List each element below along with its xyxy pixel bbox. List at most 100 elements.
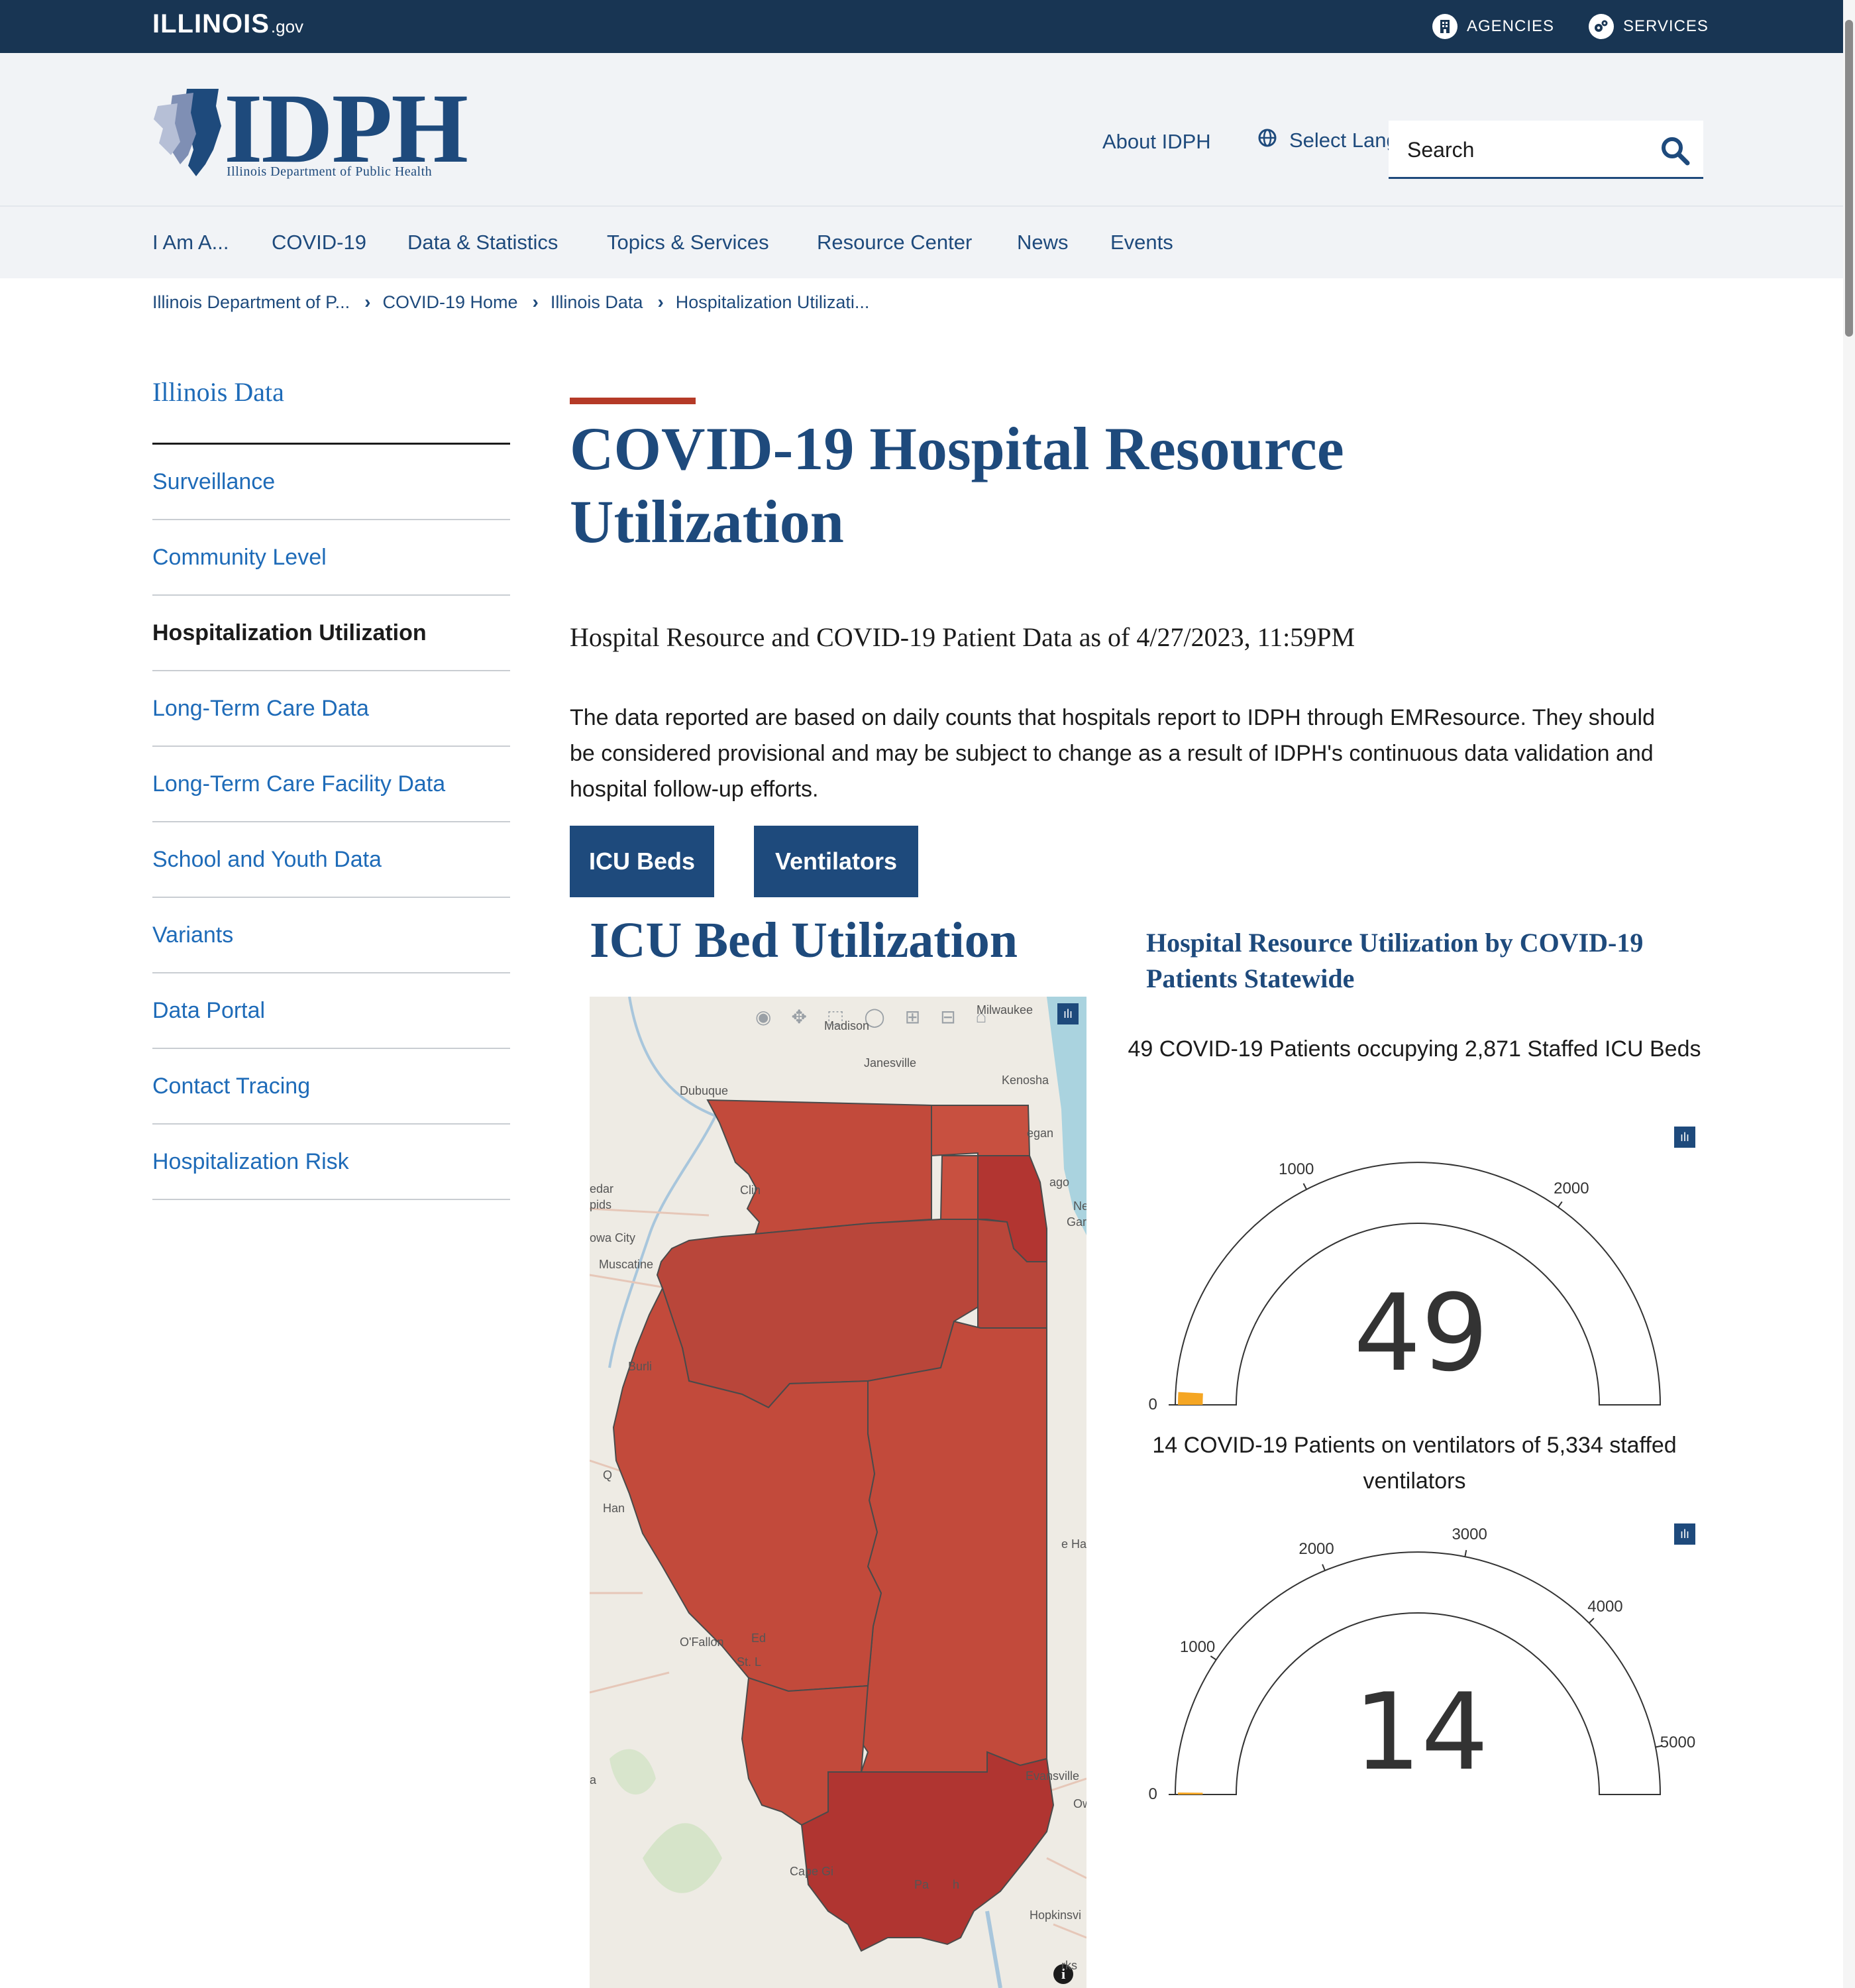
breadcrumb: Illinois Department of P... › COVID-19 H… (152, 289, 869, 315)
place-label: pids (590, 1198, 612, 1211)
place-label: Pa (914, 1878, 929, 1891)
place-label: Madison (824, 1019, 870, 1032)
gauge-tick-label: 5000 (1660, 1733, 1696, 1751)
gauge-tick-label: 0 (1148, 1396, 1157, 1413)
sidebar-item-hospitalization-utilization[interactable]: Hospitalization Utilization (152, 596, 510, 671)
scrollbar-thumb[interactable] (1845, 20, 1853, 337)
idph-logo[interactable]: IDPH Illinois Department of Public Healt… (152, 79, 484, 179)
search-icon[interactable] (1660, 135, 1690, 166)
page-scrollbar[interactable] (1843, 0, 1855, 1988)
place-label: Han (603, 1502, 625, 1515)
data-as-of-subtitle: Hospital Resource and COVID-19 Patient D… (570, 622, 1355, 652)
reset-icon[interactable]: ⌂ (975, 1006, 987, 1026)
nav-i-am-a[interactable]: I Am A... (152, 231, 229, 254)
icu-region-map[interactable]: ◉ ✥ ⬚ ◯ ⊞ ⊟ ⌂ ılı i Madison Milwaukee Ja… (590, 997, 1086, 1988)
gauge-tick (1302, 1183, 1307, 1190)
gauge-tick-label: 2000 (1298, 1540, 1334, 1559)
gauge-tick (1589, 1618, 1595, 1624)
chevron-right-icon: › (364, 292, 371, 312)
site-header: IDPH Illinois Department of Public Healt… (0, 53, 1855, 205)
gauge-tick-label: 1000 (1179, 1637, 1216, 1656)
sidebar-title[interactable]: Illinois Data (152, 377, 284, 407)
pan-icon[interactable]: ✥ (791, 1006, 807, 1027)
place-label: St. L (737, 1655, 762, 1669)
agencies-label: AGENCIES (1467, 17, 1555, 35)
nav-topics-services[interactable]: Topics & Services (607, 231, 769, 254)
gears-icon (1589, 14, 1614, 39)
services-link[interactable]: SERVICES (1589, 13, 1709, 40)
nav-covid-19[interactable]: COVID-19 (272, 231, 366, 254)
search-input[interactable] (1407, 133, 1646, 167)
nav-events[interactable]: Events (1110, 231, 1173, 254)
title-accent-bar (570, 398, 696, 404)
breadcrumb-idph[interactable]: Illinois Department of P... (152, 292, 350, 312)
zoom-in-icon[interactable]: ⊞ (904, 1006, 921, 1027)
sidebar-item-surveillance[interactable]: Surveillance (152, 445, 510, 520)
nav-data-statistics[interactable]: Data & Statistics (407, 231, 558, 254)
sidebar-item-variants[interactable]: Variants (152, 898, 510, 973)
ventilators-button[interactable]: Ventilators (754, 826, 918, 897)
gauges-heading: Hospital Resource Utilization by COVID-1… (1146, 928, 1644, 993)
plotly-logo-icon[interactable]: ılı (1057, 1003, 1079, 1024)
icu-beds-button[interactable]: ICU Beds (570, 826, 714, 897)
illinois-gov-logo[interactable]: ILLINOIS.gov (152, 9, 303, 39)
place-label: Evansville (1026, 1769, 1080, 1783)
place-label: Milwaukee (977, 1003, 1034, 1017)
place-label: e Ha (1061, 1537, 1086, 1551)
lasso-icon[interactable]: ◯ (864, 1006, 885, 1027)
select-icon[interactable]: ⬚ (826, 1006, 845, 1027)
idph-logo-text: IDPH (224, 74, 468, 184)
info-icon[interactable]: i (1053, 1964, 1073, 1984)
gauge-tick-label: 4000 (1587, 1598, 1623, 1616)
place-label: Cape Gi (790, 1865, 834, 1878)
gauge-tick (1464, 1550, 1467, 1557)
sidebar-item-contact-tracing[interactable]: Contact Tracing (152, 1049, 510, 1125)
services-label: SERVICES (1623, 17, 1709, 35)
gauge-tick-label: 2000 (1554, 1179, 1589, 1197)
nav-resource-center[interactable]: Resource Center (817, 231, 973, 254)
sidebar-item-data-portal[interactable]: Data Portal (152, 973, 510, 1049)
agencies-link[interactable]: AGENCIES (1432, 13, 1554, 40)
place-label: owa City (590, 1231, 636, 1244)
gauge-tick (1210, 1655, 1217, 1661)
icu-gauge: 49 0 1000 2000 (1140, 1140, 1703, 1418)
illinois-silhouette-icon (154, 89, 221, 176)
gauge-tick-label: 3000 (1452, 1525, 1487, 1543)
plotly-logo-icon[interactable]: ılı (1674, 1127, 1695, 1148)
gauge-tick (1322, 1564, 1326, 1571)
camera-icon[interactable]: ◉ (755, 1006, 772, 1027)
place-label: Ow (1073, 1797, 1086, 1810)
sidebar-item-long-term-care-data[interactable]: Long-Term Care Data (152, 671, 510, 747)
gauge-value-bar (1178, 1793, 1203, 1795)
place-label: rks (1061, 1959, 1077, 1972)
search-box (1389, 121, 1703, 179)
gauge-band (1174, 1162, 1662, 1406)
place-label: O'Fallon (680, 1635, 724, 1649)
vent-gauge-value: 14 (1353, 1670, 1489, 1794)
main-nav: I Am A... COVID-19 Data & Statistics Top… (0, 205, 1855, 278)
gauge-tick-label: 1000 (1279, 1160, 1314, 1178)
place-label: Kenosha (1002, 1074, 1049, 1087)
gauge-band (1174, 1551, 1662, 1795)
idph-logo-subtitle: Illinois Department of Public Health (227, 164, 433, 179)
zoom-out-icon[interactable]: ⊟ (940, 1006, 956, 1027)
about-idph-link[interactable]: About IDPH (1102, 130, 1211, 153)
sidebar-divider (152, 443, 510, 445)
plotly-logo-icon[interactable]: ılı (1674, 1523, 1695, 1545)
breadcrumb-covid-home[interactable]: COVID-19 Home (382, 292, 518, 312)
icu-gauge-svg (1169, 1162, 1662, 1406)
breadcrumb-illinois-data[interactable]: Illinois Data (550, 292, 643, 312)
place-label: Hopkinsvi (1030, 1908, 1082, 1922)
sidebar-item-hospitalization-risk[interactable]: Hospitalization Risk (152, 1125, 510, 1200)
nav-news[interactable]: News (1017, 231, 1069, 254)
sidebar-item-school-youth-data[interactable]: School and Youth Data (152, 822, 510, 898)
sidebar-item-community-level[interactable]: Community Level (152, 520, 510, 596)
place-label: a (590, 1773, 597, 1787)
map-modebar: ◉ ✥ ⬚ ◯ ⊞ ⊟ ⌂ (755, 1003, 987, 1030)
place-label: Burli (628, 1360, 653, 1373)
breadcrumb-current[interactable]: Hospitalization Utilizati... (675, 292, 870, 312)
sidebar-item-long-term-care-facility-data[interactable]: Long-Term Care Facility Data (152, 747, 510, 822)
place-label: Janesville (864, 1056, 917, 1070)
globe-icon (1257, 128, 1277, 153)
vent-gauge-svg (1169, 1550, 1662, 1795)
